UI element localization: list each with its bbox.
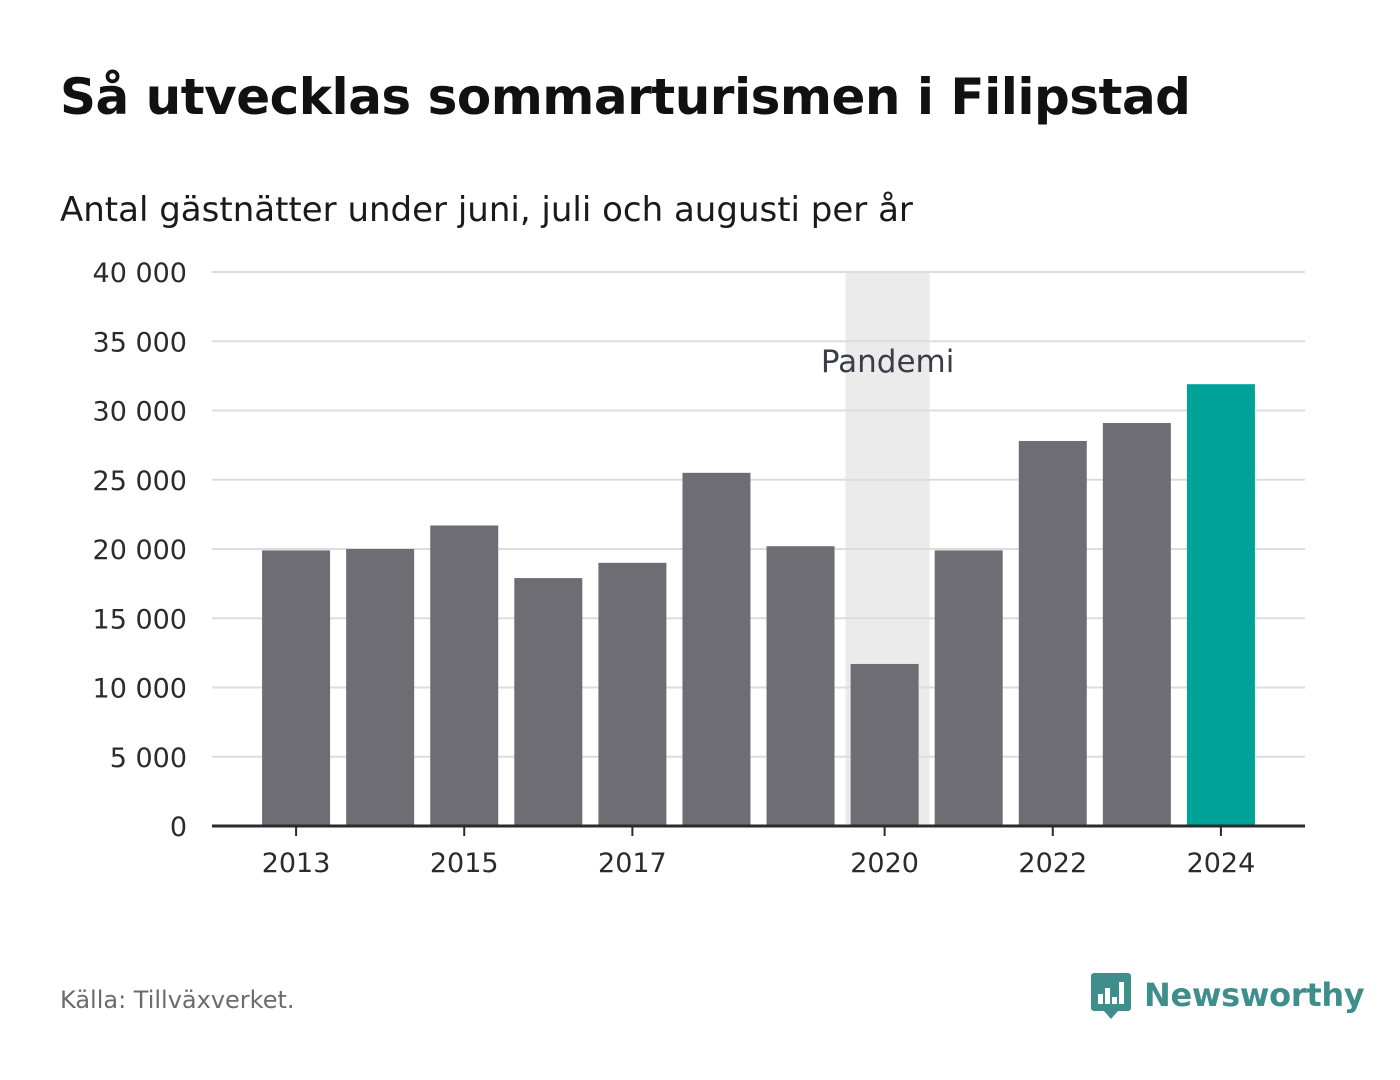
y-tick-label: 10 000 <box>93 674 187 705</box>
bar <box>766 546 835 826</box>
brand-logo: Newsworthy <box>1090 970 1365 1020</box>
bar <box>1018 440 1087 826</box>
x-tick-label: 2017 <box>598 848 667 879</box>
y-tick-label: 25 000 <box>93 466 187 497</box>
bar <box>262 550 331 826</box>
bar <box>1102 422 1171 826</box>
y-tick-label: 5 000 <box>110 743 187 774</box>
chart-title: Så utvecklas sommarturismen i Filipstad <box>60 68 1191 126</box>
x-tick-label: 2022 <box>1018 848 1087 879</box>
x-tick-label: 2013 <box>262 848 331 879</box>
brand-name: Newsworthy <box>1144 976 1365 1014</box>
newsworthy-logo-icon <box>1091 973 1131 1019</box>
bar-chart: 0 5 000 10 000 15 000 20 000 25 000 30 000 35 0… <box>93 258 1305 879</box>
x-tick-label: 2020 <box>850 848 919 879</box>
bar <box>682 472 751 826</box>
bar <box>934 550 1003 826</box>
x-tick-label: 2015 <box>430 848 499 879</box>
chart-subtitle: Antal gästnätter under juni, juli och au… <box>60 190 913 230</box>
y-tick-label: 0 <box>170 812 187 843</box>
bar <box>514 578 583 826</box>
bar <box>430 525 499 826</box>
bar <box>850 663 919 826</box>
y-tick-label: 30 000 <box>93 397 187 428</box>
y-tick-label: 35 000 <box>93 327 187 358</box>
band-label: Pandemi <box>821 344 955 380</box>
y-tick-label: 20 000 <box>93 535 187 566</box>
bar <box>598 562 667 826</box>
y-tick-label: 40 000 <box>93 258 187 289</box>
y-tick-label: 15 000 <box>93 604 187 635</box>
bar <box>1186 384 1255 826</box>
source-note: Källa: Tillväxverket. <box>60 986 295 1014</box>
bar <box>346 549 415 826</box>
x-tick-label: 2024 <box>1187 848 1256 879</box>
